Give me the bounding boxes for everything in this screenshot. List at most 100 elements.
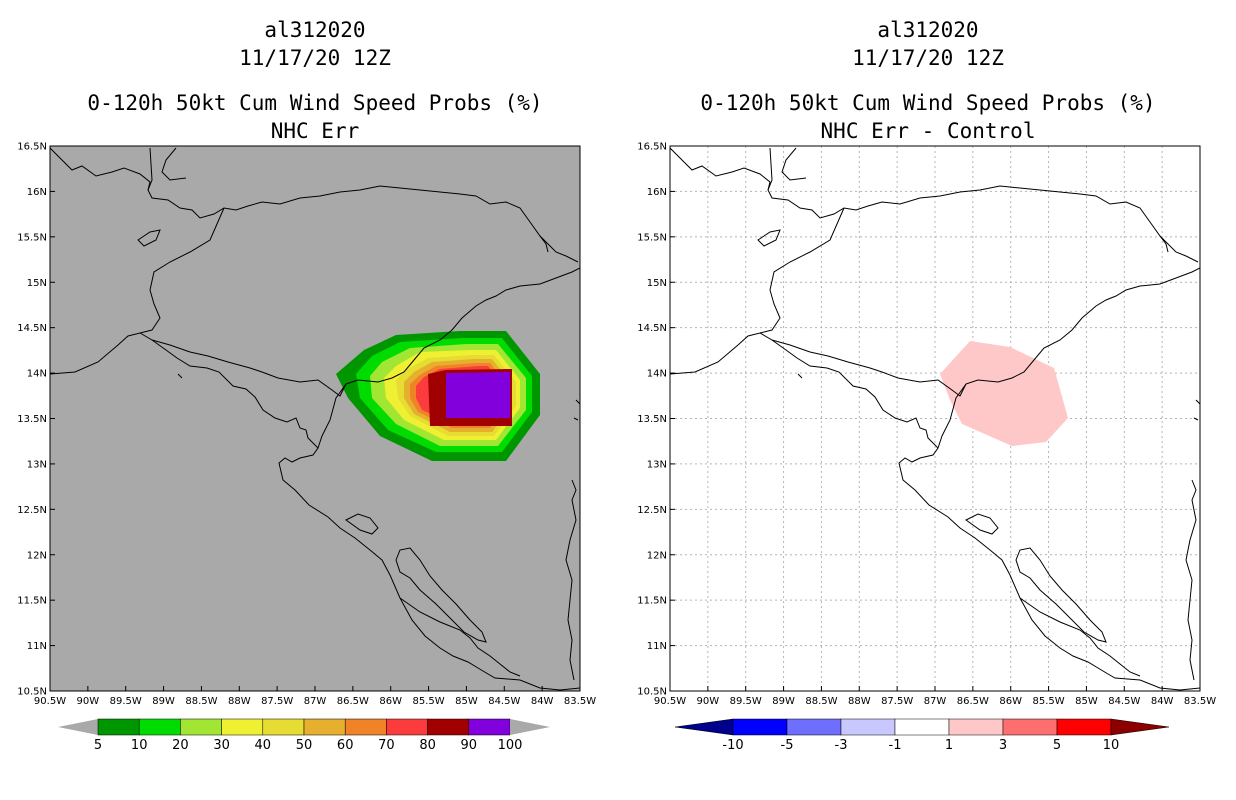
- lon-tick-label: 87W: [304, 696, 327, 707]
- right-lat-axis: 16.5N 16N 15.5N 15N 14.5N 14N 13.5N 13N 12.5N 12N…: [637, 142, 675, 698]
- colorbar-low-arrow: [674, 718, 734, 736]
- lon-tick-label: 88W: [228, 696, 251, 707]
- lon-tick-label: 85.5W: [1032, 696, 1064, 707]
- lat-tick-label: 14N: [647, 369, 667, 380]
- right-storm-id: al312020: [877, 18, 979, 42]
- colorbar-swatch: [262, 718, 305, 736]
- lat-tick-label: 13.5N: [17, 414, 47, 425]
- lon-tick-label: 89.5W: [110, 696, 142, 707]
- left-storm-id: al312020: [264, 18, 366, 42]
- right-gridlines: [670, 146, 1200, 691]
- lon-tick-label: 84.5W: [1108, 696, 1140, 707]
- colorbar-label: 80: [419, 738, 436, 753]
- colorbar-label: 30: [213, 738, 230, 753]
- lat-tick-label: 11N: [647, 641, 667, 652]
- lat-tick-label: 10.5N: [17, 687, 47, 698]
- lon-tick-label: 90.5W: [34, 696, 66, 707]
- colorbar-swatch: [1002, 718, 1058, 736]
- colorbar-swatch: [948, 718, 1004, 736]
- lon-tick-label: 89W: [152, 696, 175, 707]
- colorbar-swatch: [221, 718, 264, 736]
- colorbar-label: 70: [378, 738, 395, 753]
- colorbar-label: 5: [1053, 738, 1061, 753]
- colorbar-high-arrow: [1110, 718, 1170, 736]
- lat-tick-label: 11N: [27, 641, 47, 652]
- lat-tick-label: 16N: [27, 187, 47, 198]
- right-lon-axis: 90.5W 90W 89.5W 89W 88.5W 88W 87.5W 87W 86.5W 86W…: [654, 686, 1216, 707]
- colorbar-swatch: [180, 718, 222, 736]
- lon-tick-label: 86.5W: [957, 696, 989, 707]
- lat-tick-label: 12.5N: [637, 505, 667, 516]
- lon-tick-label: 84W: [1151, 696, 1174, 707]
- colorbar-swatch: [468, 718, 511, 736]
- lat-tick-label: 15.5N: [637, 232, 667, 243]
- lat-tick-label: 16.5N: [17, 142, 47, 153]
- lat-tick-label: 14.5N: [17, 323, 47, 334]
- colorbar-label: -5: [781, 738, 794, 753]
- colorbar-swatch: [138, 718, 181, 736]
- lon-tick-label: 89W: [772, 696, 795, 707]
- right-title: 0-120h 50kt Cum Wind Speed Probs (%): [700, 91, 1156, 115]
- lon-tick-label: 85W: [455, 696, 478, 707]
- lat-tick-label: 13N: [647, 459, 667, 470]
- colorbar-label: 1: [945, 738, 953, 753]
- lon-tick-label: 87W: [924, 696, 947, 707]
- lon-tick-label: 89.5W: [730, 696, 762, 707]
- lon-tick-label: 85W: [1075, 696, 1098, 707]
- right-subtitle: NHC Err - Control: [820, 119, 1036, 143]
- left-probability-contours: [336, 331, 540, 461]
- colorbar-label: 50: [296, 738, 313, 753]
- right-datetime: 11/17/20 12Z: [852, 46, 1004, 70]
- colorbar-label: -10: [722, 738, 743, 753]
- colorbar-label: 10: [131, 738, 148, 753]
- colorbar-low-arrow: [58, 719, 98, 735]
- colorbar-label: -3: [835, 738, 848, 753]
- lat-tick-label: 14.5N: [637, 323, 667, 334]
- lon-tick-label: 84.5W: [488, 696, 520, 707]
- right-colorbar: -10 -5 -3 -1 1 3 5 10: [674, 718, 1170, 753]
- lon-tick-label: 88.5W: [805, 696, 837, 707]
- left-subtitle: NHC Err: [270, 119, 360, 143]
- lat-tick-label: 14N: [27, 369, 47, 380]
- lat-tick-label: 13.5N: [637, 414, 667, 425]
- left-lon-axis: 90.5W 90W 89.5W 89W 88.5W 88W 87.5W 87W 86.5W 86W…: [34, 686, 596, 707]
- lat-tick-label: 15N: [647, 278, 667, 289]
- colorbar-swatch: [840, 718, 896, 736]
- lat-tick-label: 12N: [27, 550, 47, 561]
- colorbar-high-arrow: [510, 719, 550, 735]
- lon-tick-label: 88W: [848, 696, 871, 707]
- lat-tick-label: 11.5N: [637, 596, 667, 607]
- lat-tick-label: 13N: [27, 459, 47, 470]
- lon-tick-label: 90W: [77, 696, 100, 707]
- colorbar-label: 100: [498, 738, 523, 753]
- lon-tick-label: 83.5W: [564, 696, 596, 707]
- colorbar-swatch: [732, 718, 788, 736]
- colorbar-swatch: [1056, 718, 1112, 736]
- left-datetime: 11/17/20 12Z: [239, 46, 391, 70]
- colorbar-swatch: [427, 718, 470, 736]
- colorbar-label: 10: [1103, 738, 1120, 753]
- lon-tick-label: 87.5W: [881, 696, 913, 707]
- positive-difference-region: [940, 341, 1068, 446]
- lat-tick-label: 15N: [27, 278, 47, 289]
- left-colorbar: 5 10 20 30 40 50 60 70 80 90 100: [58, 718, 550, 753]
- lat-tick-label: 12N: [647, 550, 667, 561]
- left-lat-axis: 16.5N 16N 15.5N 15N 14.5N 14N 13.5N 13N 12.5N 12N…: [17, 142, 55, 698]
- lon-tick-label: 84W: [531, 696, 554, 707]
- colorbar-label: 40: [255, 738, 272, 753]
- colorbar-label: 5: [94, 738, 102, 753]
- colorbar-label: 90: [461, 738, 478, 753]
- colorbar-label: 3: [999, 738, 1007, 753]
- left-map: 16.5N 16N 15.5N 15N 14.5N 14N 13.5N 13N 12.5N 12N…: [17, 142, 596, 708]
- right-difference-contours: [940, 341, 1068, 446]
- lon-tick-label: 88.5W: [185, 696, 217, 707]
- lon-tick-label: 87.5W: [261, 696, 293, 707]
- lon-tick-label: 83.5W: [1184, 696, 1216, 707]
- colorbar-label: -1: [889, 738, 902, 753]
- lon-tick-label: 90W: [697, 696, 720, 707]
- lon-tick-label: 86W: [999, 696, 1022, 707]
- lat-tick-label: 12.5N: [17, 505, 47, 516]
- colorbar-label: 60: [337, 738, 354, 753]
- lat-tick-label: 15.5N: [17, 232, 47, 243]
- lat-tick-label: 16N: [647, 187, 667, 198]
